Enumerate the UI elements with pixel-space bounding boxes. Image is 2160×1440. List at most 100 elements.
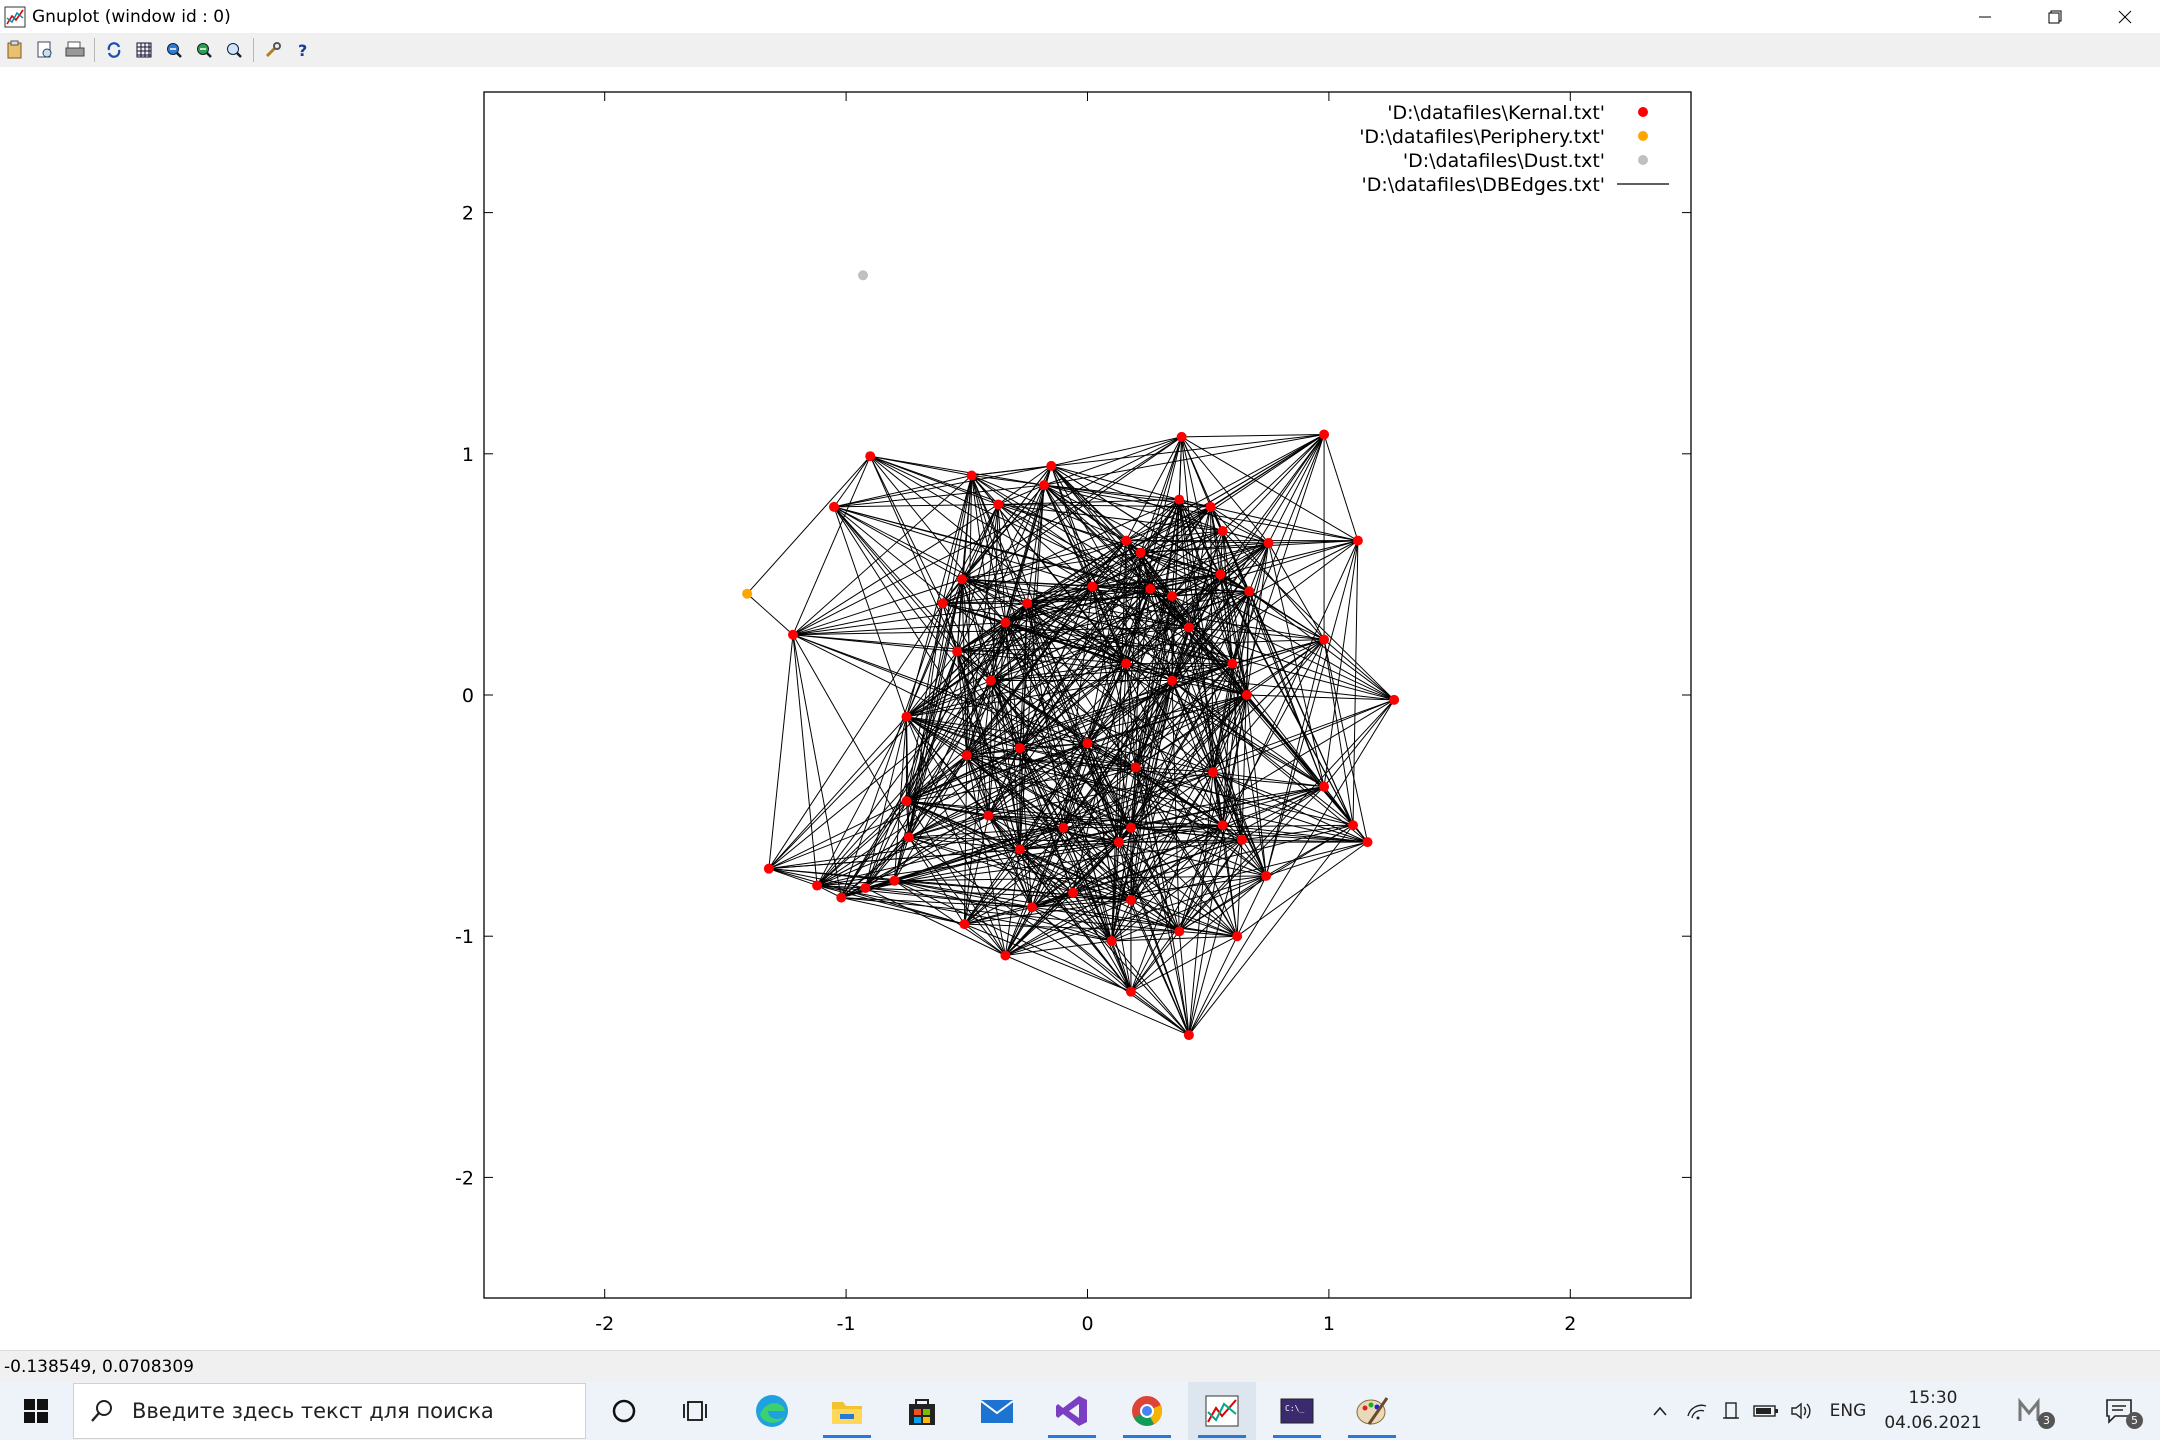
taskbar-mail[interactable]	[963, 1382, 1031, 1440]
graph-edge	[906, 800, 1119, 843]
graph-edge	[1219, 574, 1248, 696]
graph-edge	[1118, 786, 1325, 843]
graph-edge	[1241, 839, 1267, 877]
graph-edge	[966, 680, 992, 756]
tray-device[interactable]	[1714, 1382, 1748, 1440]
graph-edge	[1125, 499, 1180, 542]
graph-edge	[792, 634, 842, 898]
taskbar-store[interactable]	[888, 1382, 956, 1440]
graph-edge	[906, 663, 1233, 718]
graph-edge	[1323, 639, 1395, 701]
taskbar-terminal[interactable]: C:\_	[1263, 1382, 1331, 1440]
action-center-button[interactable]: 5	[2088, 1382, 2150, 1440]
graph-edge	[908, 836, 1119, 843]
help-button[interactable]: ?	[288, 36, 318, 64]
graph-edge	[966, 639, 1325, 756]
taskbar-gnuplot[interactable]	[1188, 1382, 1256, 1440]
taskbar-edge[interactable]	[738, 1382, 806, 1440]
graph-edge	[1130, 827, 1238, 937]
copy-to-clipboard-button[interactable]	[0, 36, 30, 64]
print-button[interactable]	[60, 36, 90, 64]
graph-edge	[1087, 680, 1173, 744]
graph-edge	[1150, 573, 1221, 590]
graph-edge	[963, 742, 1088, 925]
tray-show-hidden[interactable]	[1640, 1382, 1680, 1440]
graph-edge	[1171, 595, 1233, 664]
graph-edge	[833, 506, 907, 717]
graph-edge	[768, 841, 1119, 870]
graph-edge	[870, 455, 1045, 486]
graph-edge	[816, 716, 907, 886]
graph-edge	[1062, 827, 1132, 992]
graph-edge	[1130, 991, 1190, 1036]
graph-edge	[988, 815, 1223, 826]
toggle-grid-button[interactable]	[129, 36, 159, 64]
graph-edge	[834, 503, 999, 508]
restore-button[interactable]	[2020, 0, 2090, 33]
tray-clock[interactable]: 15:30 04.06.2021	[1878, 1386, 1988, 1436]
graph-edge	[768, 716, 907, 869]
graph-edge	[971, 475, 1132, 992]
kernel-point	[1174, 494, 1185, 505]
legend-point-swatch	[1638, 131, 1648, 141]
close-button[interactable]	[2090, 0, 2160, 33]
tray-volume[interactable]	[1784, 1382, 1818, 1440]
graph-edge	[792, 436, 1182, 636]
kernel-point	[1000, 950, 1011, 961]
kernel-point	[966, 470, 977, 481]
taskbar-cortana[interactable]	[590, 1382, 658, 1440]
plot-canvas[interactable]: -2 -1 0 1 2 2 1 0 -1 -2 'D:\datafiles\Kernal.txt'…	[0, 67, 2160, 1350]
tray-battery[interactable]	[1748, 1382, 1784, 1440]
kernel-point	[1000, 617, 1011, 628]
graph-edge	[990, 586, 1093, 681]
zoom-previous-button[interactable]	[159, 36, 189, 64]
graph-edge	[1222, 786, 1325, 826]
restore-icon	[2048, 10, 2062, 23]
zoom-next-button[interactable]	[189, 36, 219, 64]
graph-edge	[1087, 743, 1132, 992]
graph-edge	[966, 504, 999, 756]
graph-edge	[1248, 542, 1270, 592]
unzoom-button[interactable]	[219, 36, 249, 64]
graph-edge	[1150, 588, 1250, 592]
graph-edge	[988, 815, 1021, 850]
taskbar-search-box[interactable]: Введите здесь текст для поиска	[73, 1383, 586, 1439]
graph-edge	[942, 602, 1233, 665]
graph-edge	[1171, 663, 1233, 682]
status-bar: -0.138549, 0.0708309	[0, 1350, 2160, 1383]
taskbar-chrome[interactable]	[1113, 1382, 1181, 1440]
tray-app[interactable]: 3	[2006, 1382, 2062, 1440]
graph-edge	[1188, 935, 1238, 1036]
tray-network[interactable]	[1680, 1382, 1714, 1440]
kernel-point	[1241, 690, 1252, 700]
kernel-point	[1106, 936, 1117, 947]
graph-edge	[961, 436, 1182, 580]
tray-language[interactable]: ENG	[1824, 1382, 1872, 1440]
graph-edge	[997, 465, 1052, 505]
graph-edge	[957, 626, 1189, 653]
graph-edge	[1118, 839, 1243, 843]
graph-edge	[1212, 771, 1243, 840]
graph-edge	[792, 602, 1028, 636]
graph-edge	[964, 841, 1120, 925]
taskbar-task-view[interactable]	[662, 1382, 730, 1440]
kernel-point	[903, 832, 914, 843]
graph-edge	[1265, 841, 1368, 877]
start-button[interactable]	[0, 1382, 72, 1440]
graph-edge	[1072, 699, 1395, 894]
graph-edge	[942, 603, 992, 681]
graph-edge	[966, 754, 1267, 877]
kernel-point	[865, 451, 876, 462]
print-preview-button[interactable]	[30, 36, 60, 64]
kernel-point	[1174, 926, 1185, 937]
minimize-button[interactable]	[1950, 0, 2020, 33]
taskbar-paint[interactable]	[1338, 1382, 1406, 1440]
taskbar-visual-studio[interactable]	[1038, 1382, 1106, 1440]
options-button[interactable]	[258, 36, 288, 64]
graph-edge	[964, 923, 1006, 956]
graph-edge	[1111, 839, 1243, 942]
graph-edge	[1188, 626, 1395, 701]
replot-button[interactable]	[99, 36, 129, 64]
taskbar-file-explorer[interactable]	[813, 1382, 881, 1440]
graph-edge	[1188, 540, 1359, 628]
